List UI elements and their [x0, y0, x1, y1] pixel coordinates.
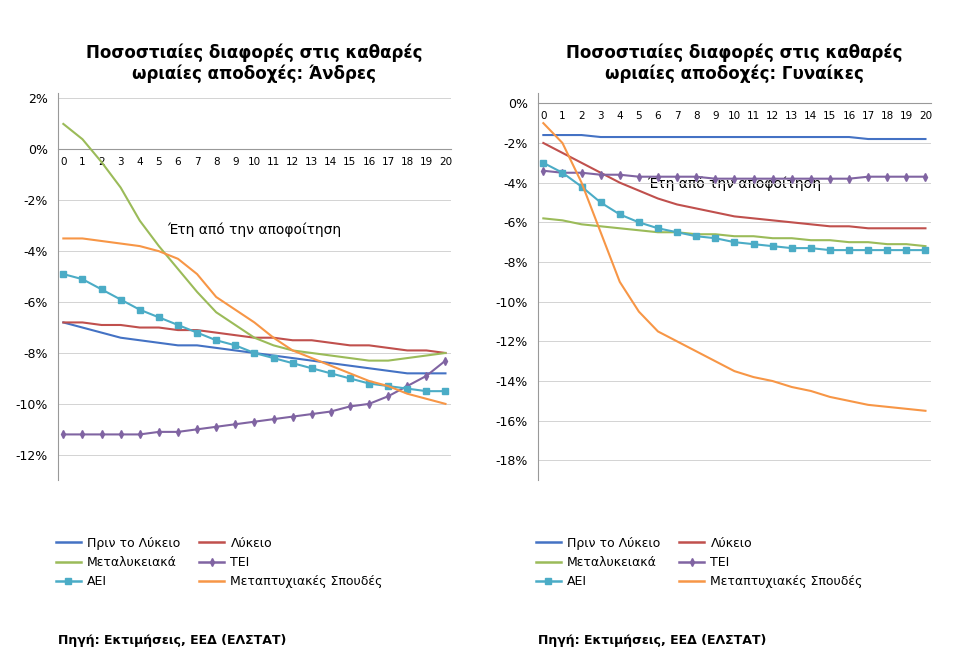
Title: Ποσοστιαίες διαφορές στις καθαρές
ωριαίες αποδοχές: Άνδρες: Ποσοστιαίες διαφορές στις καθαρές ωριαίε…: [86, 43, 422, 83]
Text: Πηγή: Εκτιμήσεις, ΕΕΔ (ΕΛΣΤΑΤ): Πηγή: Εκτιμήσεις, ΕΕΔ (ΕΛΣΤΑΤ): [538, 634, 766, 647]
Legend: Πριν το Λύκειο, Μεταλυκειακά, ΑΕΙ, Λύκειο, ΤΕΙ, Μεταπτυχιακές Σπουδές: Πριν το Λύκειο, Μεταλυκειακά, ΑΕΙ, Λύκει…: [56, 537, 383, 588]
Text: Πηγή: Εκτιμήσεις, ΕΕΔ (ΕΛΣΤΑΤ): Πηγή: Εκτιμήσεις, ΕΕΔ (ΕΛΣΤΑΤ): [58, 634, 286, 647]
X-axis label: Έτη από την αποφοίτηση: Έτη από την αποφοίτηση: [647, 177, 822, 191]
X-axis label: Έτη από την αποφοίτηση: Έτη από την αποφοίτηση: [167, 223, 342, 237]
Title: Ποσοστιαίες διαφορές στις καθαρές
ωριαίες αποδοχές: Γυναίκες: Ποσοστιαίες διαφορές στις καθαρές ωριαίε…: [566, 43, 902, 83]
Legend: Πριν το Λύκειο, Μεταλυκειακά, ΑΕΙ, Λύκειο, ΤΕΙ, Μεταπτυχιακές Σπουδές: Πριν το Λύκειο, Μεταλυκειακά, ΑΕΙ, Λύκει…: [536, 537, 863, 588]
